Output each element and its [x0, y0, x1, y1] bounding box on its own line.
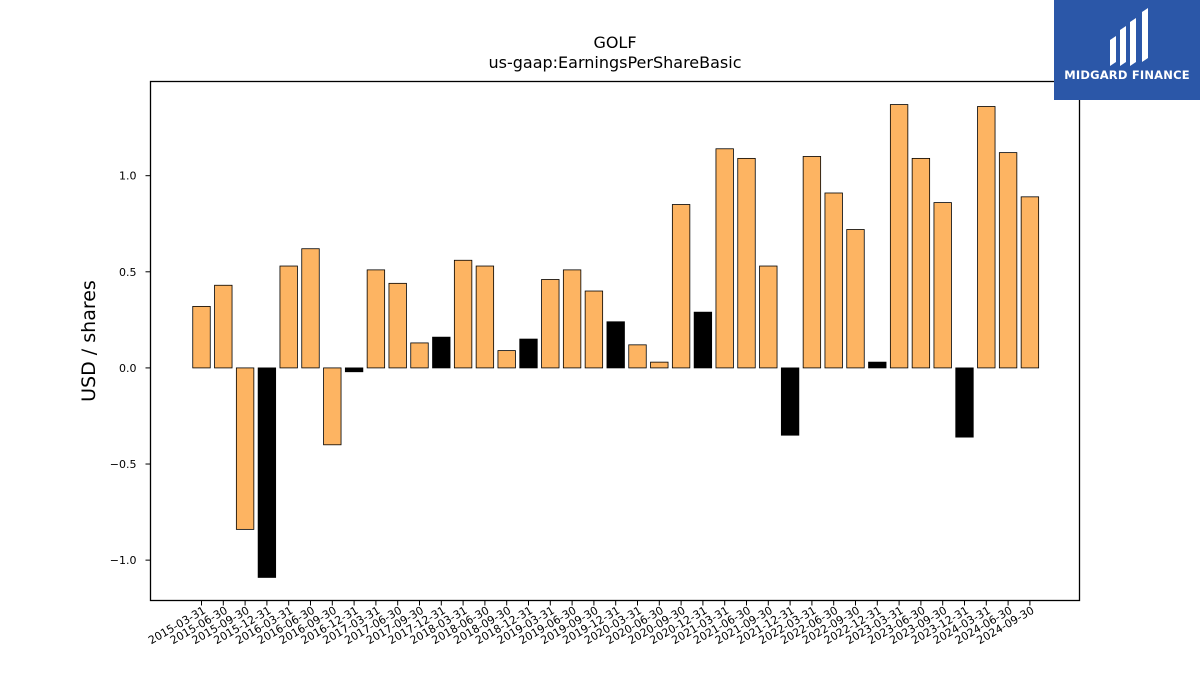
bar-2023-06-30: [911, 157, 931, 369]
bar-2017-06-30: [388, 282, 407, 369]
y-tick-label: −1.0: [110, 554, 137, 567]
bar-2021-06-30: [737, 157, 756, 369]
bar-2024-06-30: [998, 152, 1018, 369]
bar-2023-12-31: [955, 367, 974, 438]
midgard-finance-logo: MIDGARD FINANCE: [1054, 0, 1200, 100]
y-tick-label: 0.5: [119, 266, 137, 279]
bar-2016-06-30: [301, 248, 320, 369]
bar-2020-12-31: [693, 311, 713, 369]
logo-mark-icon: [1054, 0, 1200, 100]
bar-2017-03-31: [366, 269, 386, 369]
bar-2015-12-31: [257, 367, 277, 578]
bar-2022-03-31: [802, 156, 822, 369]
bar-2017-12-31: [432, 336, 451, 369]
chart-subtitle: us-gaap:EarningsPerShareBasic: [488, 53, 741, 72]
y-tick-label: −0.5: [110, 458, 137, 471]
bar-2018-06-30: [475, 265, 495, 369]
bar-2015-06-30: [214, 284, 233, 369]
y-tick-label: 1.0: [119, 170, 137, 183]
bar-2016-03-31: [279, 265, 298, 369]
bar-2015-09-30: [235, 367, 255, 530]
y-axis-label: USD / shares: [78, 280, 100, 402]
bar-2021-12-31: [780, 367, 800, 436]
plot-frame: [149, 80, 1081, 602]
bar-2019-09-30: [584, 290, 604, 369]
bar-2016-12-31: [344, 367, 364, 373]
bar-2018-12-31: [519, 338, 538, 369]
bar-2020-09-30: [671, 204, 691, 369]
bar-2019-03-31: [541, 279, 560, 369]
bar-2020-06-30: [650, 361, 669, 369]
bar-2019-06-30: [562, 269, 582, 369]
logo-wordmark: MIDGARD FINANCE: [1064, 68, 1190, 82]
y-tick-label: 0.0: [119, 362, 137, 375]
bar-2018-09-30: [497, 350, 516, 369]
bar-2023-03-31: [889, 104, 909, 369]
bar-2023-09-30: [933, 202, 952, 369]
bar-2021-03-31: [715, 148, 734, 369]
bar-2018-03-31: [453, 259, 473, 369]
bar-2020-03-31: [628, 344, 647, 369]
y-ticks-group: −1.0 −0.5 0.0 0.5 1.0: [110, 170, 151, 567]
bar-2015-03-31: [192, 305, 211, 369]
bar-2019-12-31: [606, 321, 625, 369]
bar-2022-12-31: [868, 361, 887, 369]
bar-2016-09-30: [323, 367, 342, 446]
bar-2024-03-31: [977, 106, 996, 369]
bar-2022-06-30: [824, 192, 843, 369]
bar-2024-09-30: [1020, 196, 1040, 369]
bar-2017-09-30: [410, 342, 429, 369]
bar-2022-09-30: [846, 229, 865, 369]
x-ticks-group: 2015-03-312015-06-302015-09-302015-12-31…: [146, 600, 1036, 647]
bar-2021-09-30: [759, 265, 778, 369]
chart-title: GOLF: [593, 33, 636, 52]
bars-group: [192, 104, 1040, 578]
